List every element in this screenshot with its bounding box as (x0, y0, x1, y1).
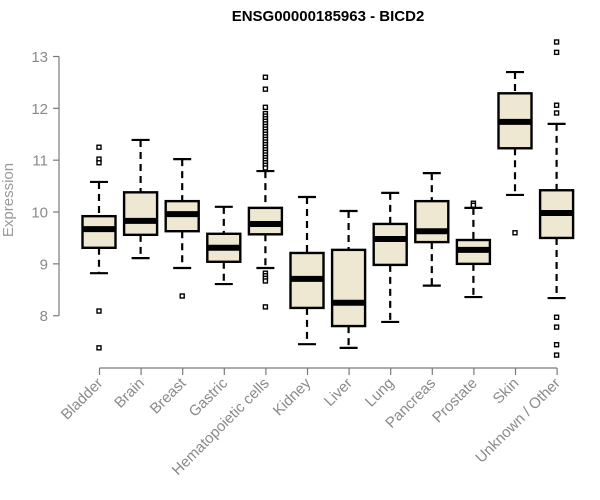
outlier-point (262, 304, 269, 310)
y-axis: 8 9 10 11 12 13 (31, 49, 60, 325)
box-prostate (455, 200, 492, 299)
outlier-point (96, 160, 102, 166)
chart-title: ENSG00000185963 - BICD2 (232, 8, 425, 25)
box-iqr (372, 222, 408, 267)
x-tick-label: Liver (321, 375, 356, 410)
outlier-point (553, 110, 560, 116)
y-tick-label: 8 (40, 308, 48, 325)
outlier-point (96, 308, 102, 314)
x-tick-label: Skin (490, 375, 523, 408)
x-tick-label: Prostate (429, 375, 481, 427)
outlier-point (553, 352, 560, 358)
box-unknown-other (538, 39, 575, 358)
outlier-point (553, 342, 560, 348)
outlier-point (553, 314, 560, 320)
box-kidney (289, 195, 325, 346)
y-tick-label: 11 (32, 153, 48, 170)
box-breast (164, 158, 200, 299)
outlier-point (262, 86, 269, 92)
outlier-point (470, 202, 477, 208)
y-tick-label: 13 (31, 49, 48, 66)
x-tick-label: Brain (111, 375, 148, 412)
outlier-point (553, 102, 560, 108)
box-bladder (81, 144, 117, 351)
x-tick-label: Lung (362, 375, 398, 411)
x-tick-label: Bladder (58, 375, 107, 424)
box-lung (372, 191, 408, 324)
outlier-point (262, 104, 269, 111)
outlier-point (96, 144, 102, 150)
box-iqr (122, 191, 159, 237)
box-skin (497, 70, 533, 236)
box-liver (330, 209, 367, 349)
y-tick-label: 12 (31, 101, 48, 118)
y-tick-label: 10 (31, 205, 48, 222)
x-tick-label: Breast (147, 374, 190, 417)
outlier-point (262, 278, 269, 284)
outlier-point (553, 39, 560, 45)
outlier-point (553, 324, 560, 330)
box-iqr (330, 248, 367, 328)
box-iqr (414, 199, 450, 244)
box-hematopoietic-cells (247, 74, 284, 310)
box-pancreas (414, 172, 450, 287)
outlier-point (179, 293, 185, 299)
y-axis-label: Expression (0, 163, 17, 237)
outlier-point (512, 230, 518, 236)
box-gastric (206, 205, 242, 286)
y-tick-label: 9 (40, 256, 48, 273)
outlier-point (96, 345, 102, 351)
box-brain (122, 138, 159, 260)
outlier-point (553, 49, 560, 56)
outlier-point (262, 74, 269, 80)
boxes-group (81, 39, 575, 358)
x-tick-label: Kidney (270, 374, 315, 419)
outlier-point (262, 165, 269, 171)
